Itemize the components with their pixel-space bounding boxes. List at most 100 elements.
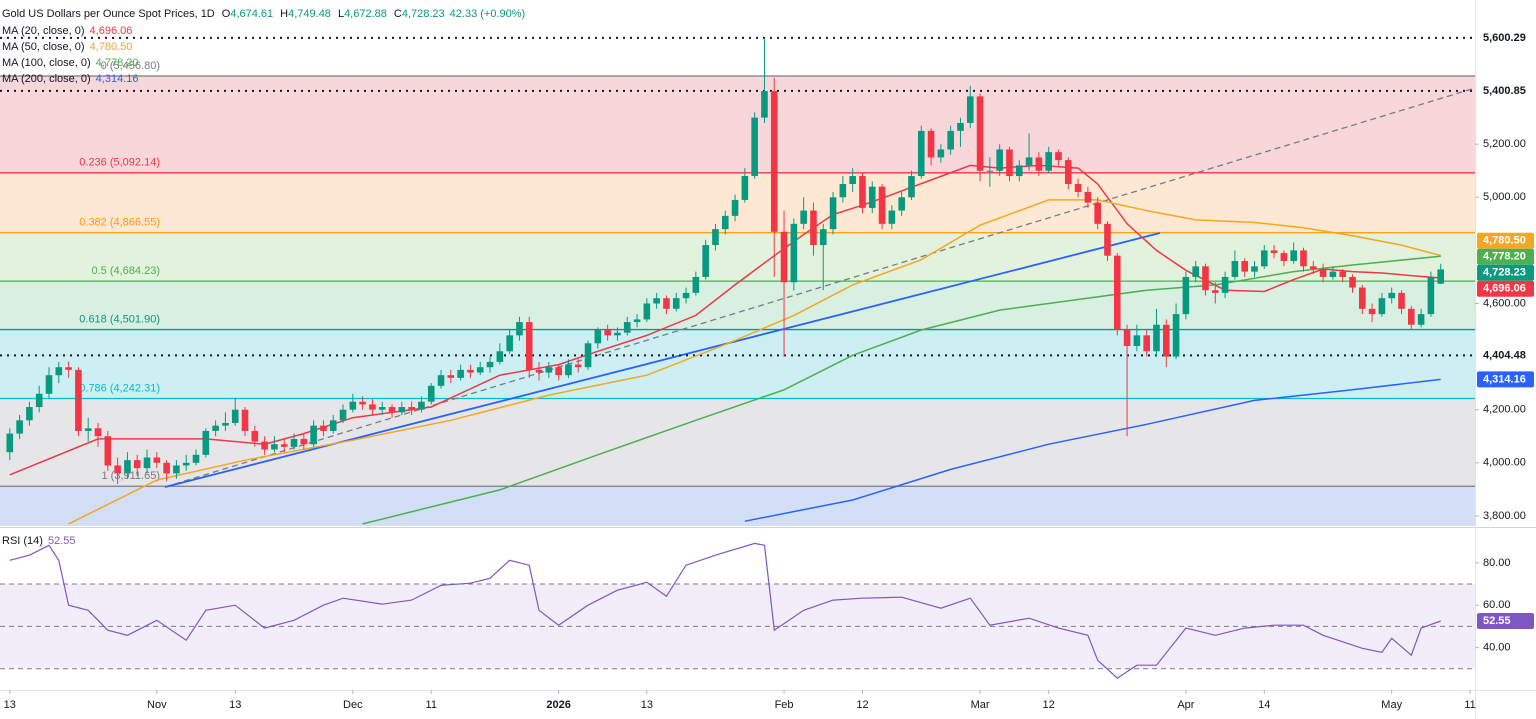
y-tick-label: 5,000.00 bbox=[1483, 191, 1526, 203]
ma-value: 4,780.50 bbox=[90, 41, 133, 53]
candle-body bbox=[614, 332, 621, 336]
fib-zones: 0 (5,456.80) 0.236 (5,092.14) 0.382 (4,866… bbox=[0, 60, 1475, 526]
candle-body bbox=[1417, 314, 1425, 325]
candle-body bbox=[104, 436, 112, 466]
candle-body bbox=[1241, 261, 1248, 272]
ma-name: MA (200, close, 0) bbox=[2, 73, 91, 85]
candle-body bbox=[1280, 253, 1288, 262]
candle-body bbox=[1319, 268, 1327, 277]
ma-price-label-box bbox=[1477, 371, 1534, 388]
x-tick-label: Mar bbox=[971, 699, 990, 711]
ma-price-label: 4,780.50 bbox=[1483, 235, 1526, 247]
quote-value: 4,674.61 bbox=[230, 8, 273, 20]
level-label: 5,600.29 bbox=[1483, 32, 1526, 44]
ma-value: 4,696.06 bbox=[90, 25, 133, 37]
last-price-label: 4,728.23 bbox=[1483, 267, 1526, 279]
rsi-title: RSI (14) bbox=[2, 535, 43, 547]
candle-body bbox=[966, 96, 974, 123]
y-tick-label: 40.00 bbox=[1483, 642, 1511, 654]
candle-body bbox=[280, 444, 288, 447]
candle-body bbox=[476, 367, 484, 373]
candle-body bbox=[800, 210, 807, 224]
candle-body bbox=[1153, 324, 1160, 352]
symbol-title: Gold US Dollars per Ounce Spot Prices, 1… bbox=[2, 8, 215, 20]
candle-body bbox=[849, 176, 856, 185]
y-tick-label: 4,000.00 bbox=[1483, 457, 1526, 469]
candle-body bbox=[94, 428, 102, 437]
candle-body bbox=[1192, 266, 1199, 277]
ma-legend: MA (100, close, 0) 4,778.20 bbox=[2, 57, 138, 69]
candle-body bbox=[1388, 292, 1395, 299]
candle-body bbox=[124, 460, 131, 474]
quote-value: 4,728.23 bbox=[402, 8, 445, 20]
candle-body bbox=[908, 176, 915, 198]
candle-body bbox=[1074, 184, 1082, 192]
candle-body bbox=[653, 298, 660, 304]
candle-body bbox=[133, 460, 141, 469]
candle-body bbox=[604, 330, 611, 336]
ma-legend: MA (200, close, 0) 4,314.16 bbox=[2, 73, 138, 85]
ma-price-label-box bbox=[1477, 232, 1534, 249]
candle-body bbox=[251, 430, 259, 442]
rsi-legend: RSI (14) 52.55 bbox=[2, 535, 76, 547]
fib-zone bbox=[0, 486, 1475, 526]
candle-body bbox=[16, 420, 23, 434]
y-tick-label: 80.00 bbox=[1483, 557, 1511, 569]
y-tick-label: 60.00 bbox=[1483, 599, 1511, 611]
candle-body bbox=[1349, 276, 1356, 288]
candle-body bbox=[35, 393, 43, 408]
candle-body bbox=[55, 367, 63, 376]
candle-body bbox=[584, 343, 592, 368]
ma-price-label-box bbox=[1477, 280, 1534, 297]
x-tick-label: 13 bbox=[229, 699, 241, 711]
rsi-value-label: 52.55 bbox=[1483, 615, 1511, 627]
candle-body bbox=[663, 298, 670, 309]
candle-body bbox=[712, 229, 719, 246]
ma-value: 4,778.20 bbox=[96, 57, 139, 69]
fib-label: 0.618 (4,501.90) bbox=[79, 313, 160, 325]
candle-body bbox=[1290, 250, 1297, 262]
candle-body bbox=[996, 149, 1003, 171]
candle-body bbox=[202, 430, 210, 455]
candle-body bbox=[45, 375, 53, 394]
candle-body bbox=[741, 176, 749, 200]
fib-zone bbox=[0, 281, 1475, 330]
candle-body bbox=[388, 407, 396, 413]
candle-body bbox=[721, 215, 729, 230]
candle-body bbox=[1339, 271, 1346, 277]
candle-body bbox=[1035, 157, 1043, 171]
rsi-line bbox=[9, 542, 1441, 679]
candle-body bbox=[829, 197, 837, 230]
candle-body bbox=[986, 170, 994, 172]
candle-body bbox=[1055, 152, 1062, 161]
candle-body bbox=[555, 367, 562, 376]
candle-body bbox=[447, 375, 455, 378]
ma-value: 4,314.16 bbox=[96, 73, 139, 85]
candle-body bbox=[643, 303, 651, 320]
candle-body bbox=[329, 420, 337, 431]
candle-body bbox=[65, 367, 72, 370]
candle-body bbox=[878, 186, 886, 224]
x-tick-label: 11 bbox=[426, 699, 437, 711]
rsi-value-box bbox=[1477, 613, 1534, 630]
level-label: 4,404.48 bbox=[1483, 349, 1526, 361]
candle-body bbox=[437, 375, 445, 386]
candle-body bbox=[633, 319, 641, 323]
candle-body bbox=[26, 407, 33, 421]
candle-body bbox=[868, 186, 876, 208]
quote-value: 4,672.88 bbox=[344, 8, 387, 20]
ma-legend: MA (20, close, 0) 4,696.06 bbox=[2, 25, 132, 37]
quote-value: 4,749.48 bbox=[288, 8, 331, 20]
x-tick-label: Nov bbox=[147, 699, 167, 711]
candle-body bbox=[770, 91, 778, 232]
candle-body bbox=[1113, 255, 1121, 331]
candle-body bbox=[6, 433, 14, 453]
quote-key: L bbox=[338, 8, 344, 20]
candle-body bbox=[1378, 298, 1386, 315]
candle-body bbox=[378, 407, 386, 410]
y-tick-label: 4,600.00 bbox=[1483, 297, 1526, 309]
candle-body bbox=[173, 465, 180, 474]
candle-body bbox=[731, 199, 739, 216]
